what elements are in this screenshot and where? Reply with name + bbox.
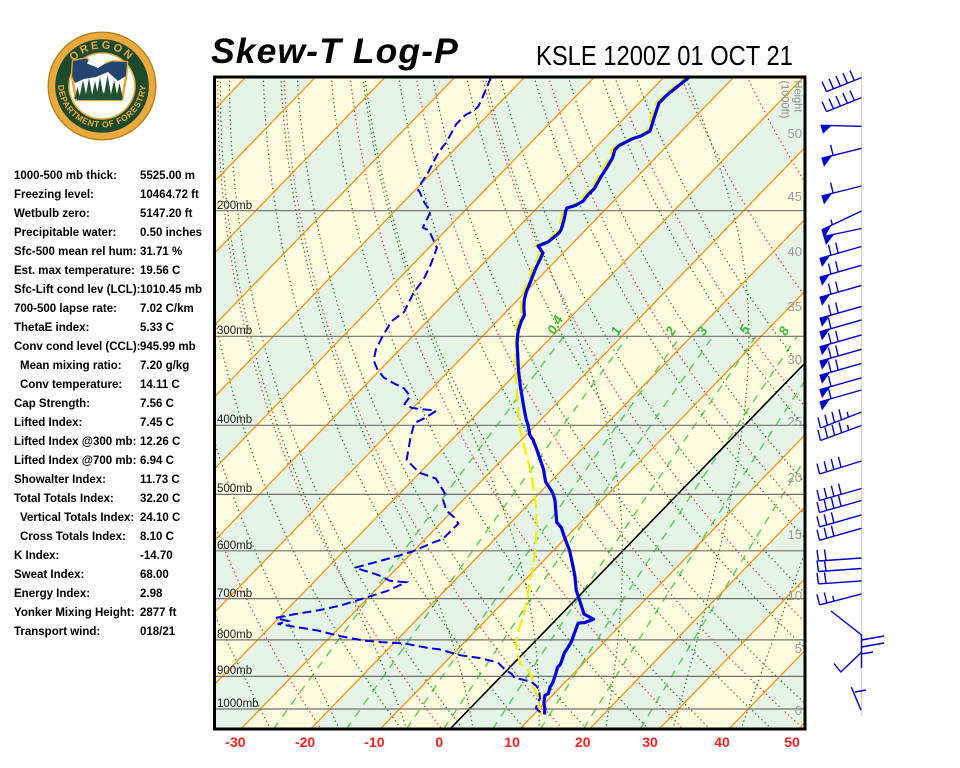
svg-text:35: 35 bbox=[788, 299, 802, 314]
svg-text:-30: -30 bbox=[225, 734, 245, 750]
svg-text:5: 5 bbox=[795, 641, 802, 656]
svg-text:-20: -20 bbox=[295, 734, 315, 750]
svg-text:40: 40 bbox=[788, 244, 802, 259]
svg-text:25: 25 bbox=[788, 414, 802, 429]
svg-text:20: 20 bbox=[788, 470, 802, 485]
svg-text:30: 30 bbox=[642, 734, 658, 750]
svg-text:20: 20 bbox=[575, 734, 591, 750]
svg-text:500mb: 500mb bbox=[217, 483, 252, 495]
svg-text:1000mb: 1000mb bbox=[217, 698, 259, 710]
svg-text:300mb: 300mb bbox=[217, 325, 252, 337]
svg-text:10: 10 bbox=[788, 588, 802, 603]
svg-text:900mb: 900mb bbox=[217, 665, 252, 677]
svg-text:800mb: 800mb bbox=[217, 629, 252, 641]
svg-text:600mb: 600mb bbox=[217, 540, 252, 552]
svg-text:400mb: 400mb bbox=[217, 414, 252, 426]
svg-text:40: 40 bbox=[714, 734, 730, 750]
svg-text:45: 45 bbox=[788, 189, 802, 204]
svg-text:30: 30 bbox=[788, 352, 802, 367]
svg-text:200mb: 200mb bbox=[217, 200, 252, 212]
svg-text:-10: -10 bbox=[364, 734, 384, 750]
svg-text:10: 10 bbox=[504, 734, 520, 750]
svg-text:15: 15 bbox=[788, 527, 802, 542]
svg-text:50: 50 bbox=[788, 126, 802, 141]
svg-text:0: 0 bbox=[795, 703, 802, 718]
svg-text:50: 50 bbox=[784, 734, 800, 750]
svg-text:700mb: 700mb bbox=[217, 588, 252, 600]
svg-text:0: 0 bbox=[435, 734, 443, 750]
